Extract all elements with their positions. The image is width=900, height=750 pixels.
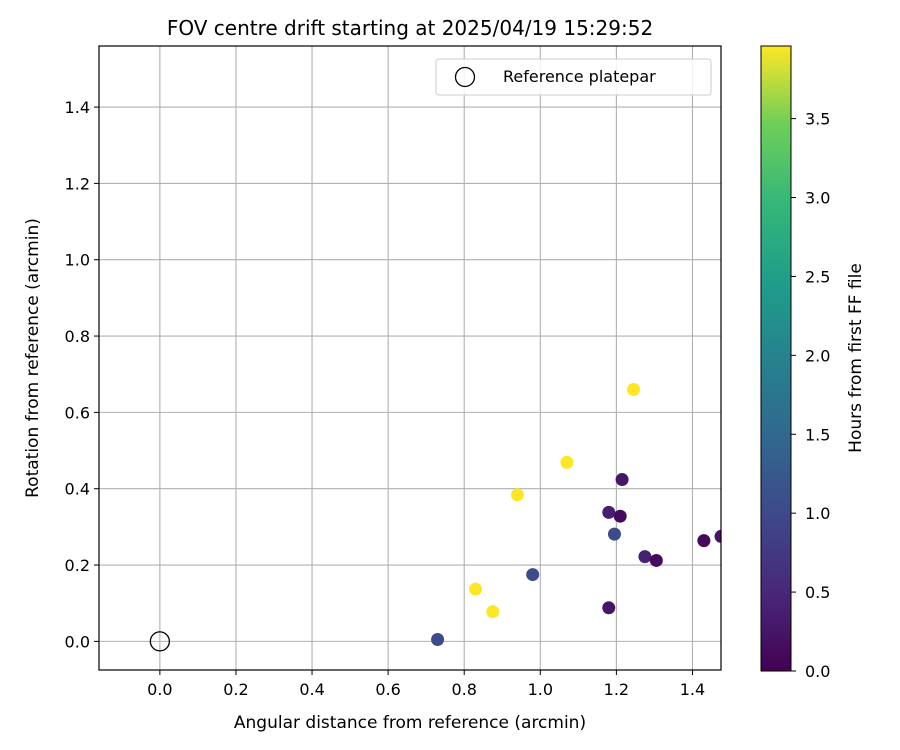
colorbar-tick-label: 0.0	[805, 662, 830, 681]
colorbar-tick-label: 0.5	[805, 583, 830, 602]
y-tick-label: 0.2	[65, 556, 90, 575]
colorbar-ticks: 0.0 0.5 1.0 1.5 2.0 2.5 3.0 3.5	[791, 110, 830, 681]
x-tick-label: 1.0	[528, 680, 553, 699]
data-point	[697, 534, 711, 548]
data-point	[510, 488, 524, 502]
y-tick-label: 0.8	[65, 327, 90, 346]
plot-frame	[98, 45, 722, 671]
y-tick-label: 1.2	[65, 174, 90, 193]
x-tick-label: 0.8	[451, 680, 476, 699]
legend-marker	[454, 66, 476, 88]
axis-ticks: 0.0 0.2 0.4 0.6 0.8 1.0 1.2 1.4 0.0 0.2 0.4 0.6 0.8 1…	[65, 98, 706, 699]
x-tick-label: 1.2	[604, 680, 629, 699]
chart-title: FOV centre drift starting at 2025/04/19 …	[167, 16, 653, 40]
y-tick-label: 1.0	[65, 251, 90, 270]
data-point	[638, 550, 652, 564]
colorbar: 0.0 0.5 1.0 1.5 2.0 2.5 3.0 3.5 Hours from firs…	[760, 45, 866, 681]
data-point	[613, 509, 627, 523]
data-point	[627, 382, 641, 396]
data-point	[602, 505, 616, 519]
data-point	[602, 601, 616, 615]
grid	[99, 46, 721, 670]
data-point	[486, 605, 500, 619]
legend-label: Reference platepar	[503, 67, 656, 86]
colorbar-label: Hours from first FF file	[846, 263, 866, 453]
colorbar-tick-label: 2.0	[805, 346, 830, 365]
data-point	[714, 529, 721, 543]
data-point	[431, 632, 445, 646]
colorbar-tick-label: 1.5	[805, 425, 830, 444]
y-tick-label: 0.0	[65, 632, 90, 651]
colorbar-gradient	[760, 45, 792, 672]
colorbar-tick-label: 2.5	[805, 267, 830, 286]
x-tick-label: 1.4	[680, 680, 705, 699]
data-point	[615, 473, 629, 487]
data-point	[469, 582, 483, 596]
colorbar-tick-label: 3.0	[805, 189, 830, 208]
reference-point	[149, 631, 171, 652]
x-axis-label: Angular distance from reference (arcmin)	[234, 713, 586, 733]
y-tick-label: 0.4	[65, 480, 90, 499]
reference-marker	[149, 631, 171, 652]
y-tick-label: 0.6	[65, 403, 90, 422]
colorbar-tick-label: 3.5	[805, 110, 830, 129]
data-point	[649, 553, 663, 567]
x-tick-label: 0.4	[299, 680, 324, 699]
colorbar-tick-label: 1.0	[805, 504, 830, 523]
data-point	[560, 455, 574, 469]
data-point	[607, 527, 621, 541]
y-tick-label: 1.4	[65, 98, 90, 117]
x-tick-label: 0.6	[375, 680, 400, 699]
data-points	[431, 382, 721, 646]
legend-box	[435, 58, 712, 96]
x-tick-label: 0.2	[223, 680, 248, 699]
x-tick-label: 0.0	[147, 680, 172, 699]
data-point	[526, 568, 540, 582]
legend: Reference platepar	[435, 58, 712, 96]
y-axis-label: Rotation from reference (arcmin)	[23, 218, 43, 498]
